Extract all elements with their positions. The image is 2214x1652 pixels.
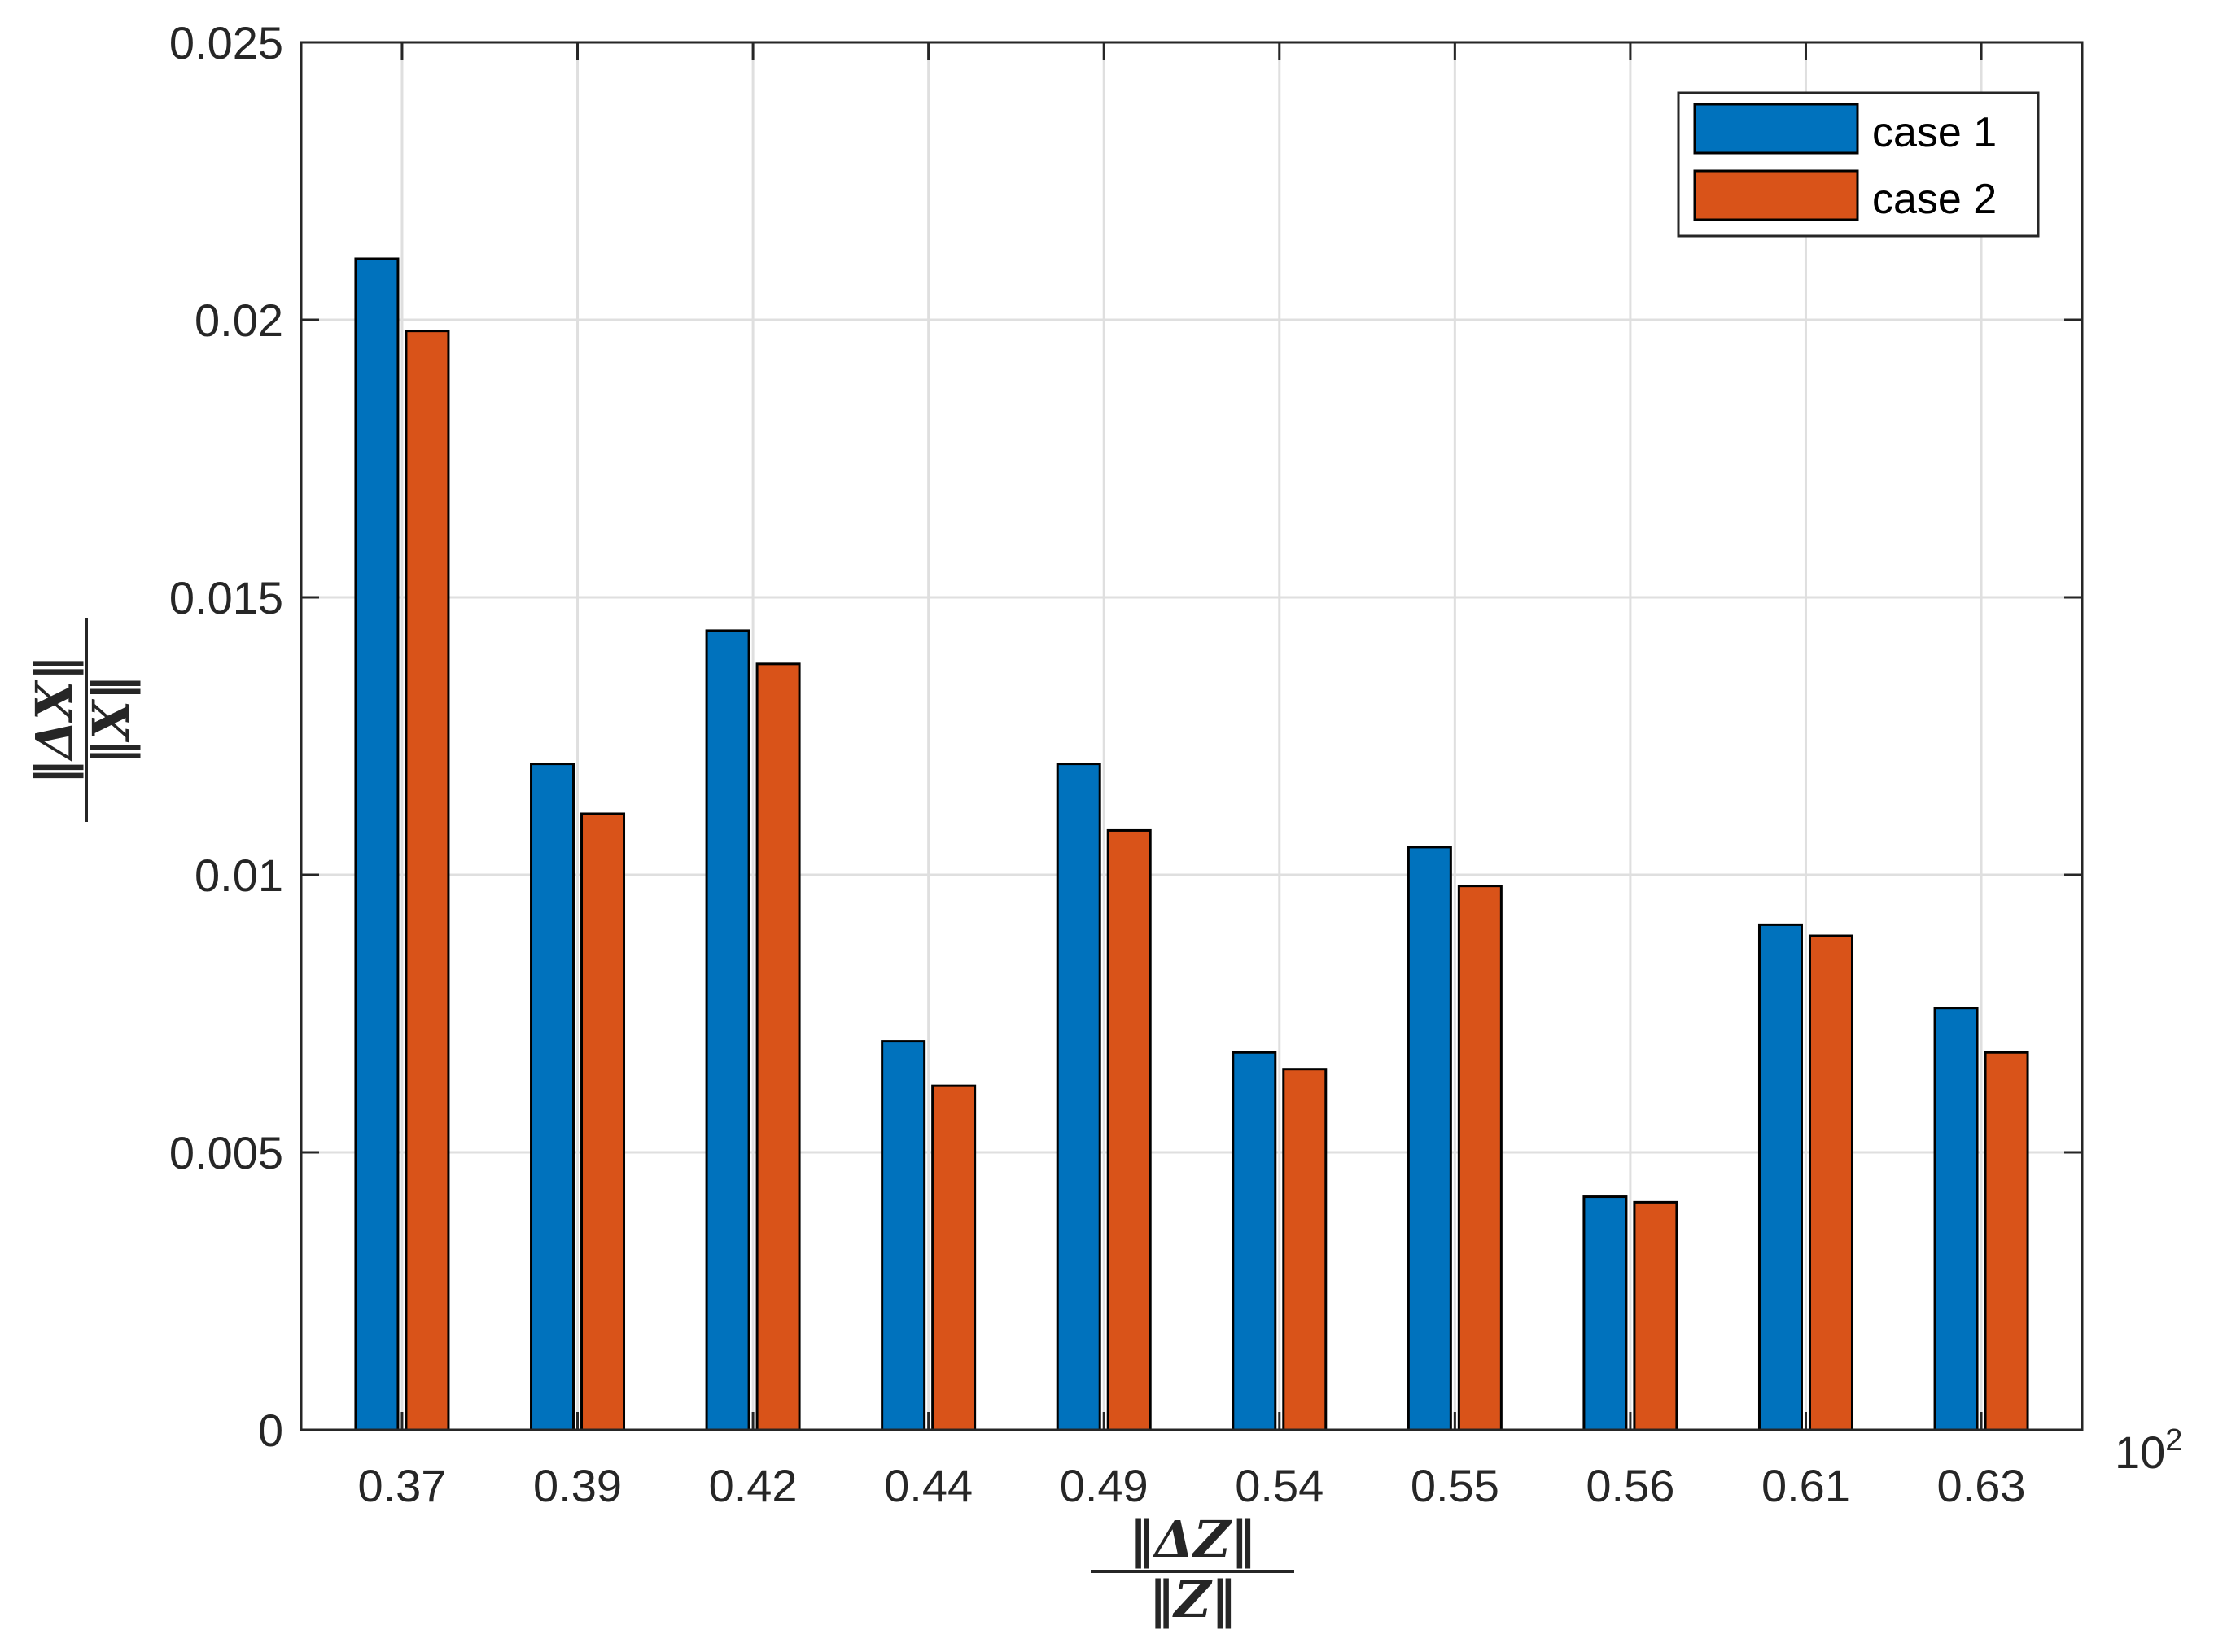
bar-series-1-0.44 [881, 1040, 926, 1431]
bar-series-1-0.37 [354, 257, 400, 1431]
bar-series-1-0.63 [1933, 1007, 1979, 1431]
x-tick-label: 0.63 [1937, 1460, 2026, 1511]
bar-series-2-0.63 [1984, 1051, 2029, 1431]
bar-series-2-0.56 [1633, 1200, 1678, 1431]
x-tick-labels: 0.37 0.39 0.42 0.44 0.49 0.54 0.55 0.56 0.61 0.63 [357, 1460, 2025, 1511]
x-tick-label: 0.55 [1411, 1460, 1499, 1511]
x-axis-label-numerator: ‖ΔZ‖ [1129, 1510, 1255, 1569]
axis-ticks [301, 41, 2082, 1431]
bar-series-2-0.54 [1282, 1068, 1328, 1431]
legend-swatch-case-1 [1693, 103, 1859, 155]
bar-series-1-0.49 [1056, 763, 1101, 1431]
bar-series-1-0.42 [705, 629, 750, 1431]
legend-label-case-1: case 1 [1872, 109, 1997, 156]
y-tick-label: 0.015 [169, 572, 283, 623]
x-tick-label: 0.39 [533, 1460, 622, 1511]
x-exponent-power: 2 [2165, 1423, 2182, 1458]
x-axis-label-denominator: ‖Z‖ [1149, 1570, 1236, 1629]
legend: case 1 case 2 [1677, 91, 2040, 238]
bar-series-1-0.55 [1407, 846, 1452, 1431]
bar-series-2-0.61 [1808, 934, 1853, 1431]
y-tick-label: 0.01 [195, 850, 283, 901]
bar-series-2-0.49 [1106, 828, 1152, 1431]
y-tick-label: 0.005 [169, 1127, 283, 1178]
bar-series-1-0.61 [1757, 923, 1803, 1431]
y-axis-label-numerator: ‖ΔX‖ [24, 656, 84, 784]
x-tick-label: 0.37 [357, 1460, 446, 1511]
bar-series-2-0.37 [405, 330, 450, 1431]
bar-series-2-0.39 [580, 812, 626, 1431]
y-axis-label-denominator: ‖X‖ [81, 675, 141, 765]
bar-series-1-0.54 [1232, 1051, 1277, 1431]
y-tick-label: 0 [258, 1405, 283, 1456]
x-tick-label: 0.49 [1060, 1460, 1149, 1511]
x-tick-label: 0.61 [1761, 1460, 1850, 1511]
plot-frame [300, 41, 2084, 1431]
bar-series-2-0.55 [1457, 885, 1503, 1431]
x-exponent-label: 102 [2115, 1423, 2182, 1478]
x-tick-label: 0.42 [709, 1460, 798, 1511]
x-exponent-base: 10 [2115, 1427, 2165, 1478]
x-tick-label: 0.56 [1586, 1460, 1674, 1511]
y-axis-label: ‖ΔX‖ ‖X‖ [24, 618, 141, 822]
legend-swatch-case-2 [1693, 169, 1859, 221]
x-tick-label: 0.54 [1235, 1460, 1324, 1511]
bar-series-1-0.39 [530, 763, 575, 1431]
bars [354, 257, 2029, 1431]
y-tick-label: 0.02 [195, 295, 283, 346]
bar-series-2-0.44 [931, 1084, 977, 1431]
y-tick-label: 0.025 [169, 17, 283, 68]
bar-series-2-0.42 [755, 662, 801, 1431]
x-tick-label: 0.44 [884, 1460, 973, 1511]
x-axis-label: ‖ΔZ‖ ‖Z‖ [1091, 1510, 1294, 1629]
bar-series-1-0.56 [1582, 1195, 1628, 1431]
y-tick-labels: 0 0.005 0.01 0.015 0.02 0.025 [169, 17, 283, 1456]
legend-label-case-2: case 2 [1872, 176, 1997, 223]
